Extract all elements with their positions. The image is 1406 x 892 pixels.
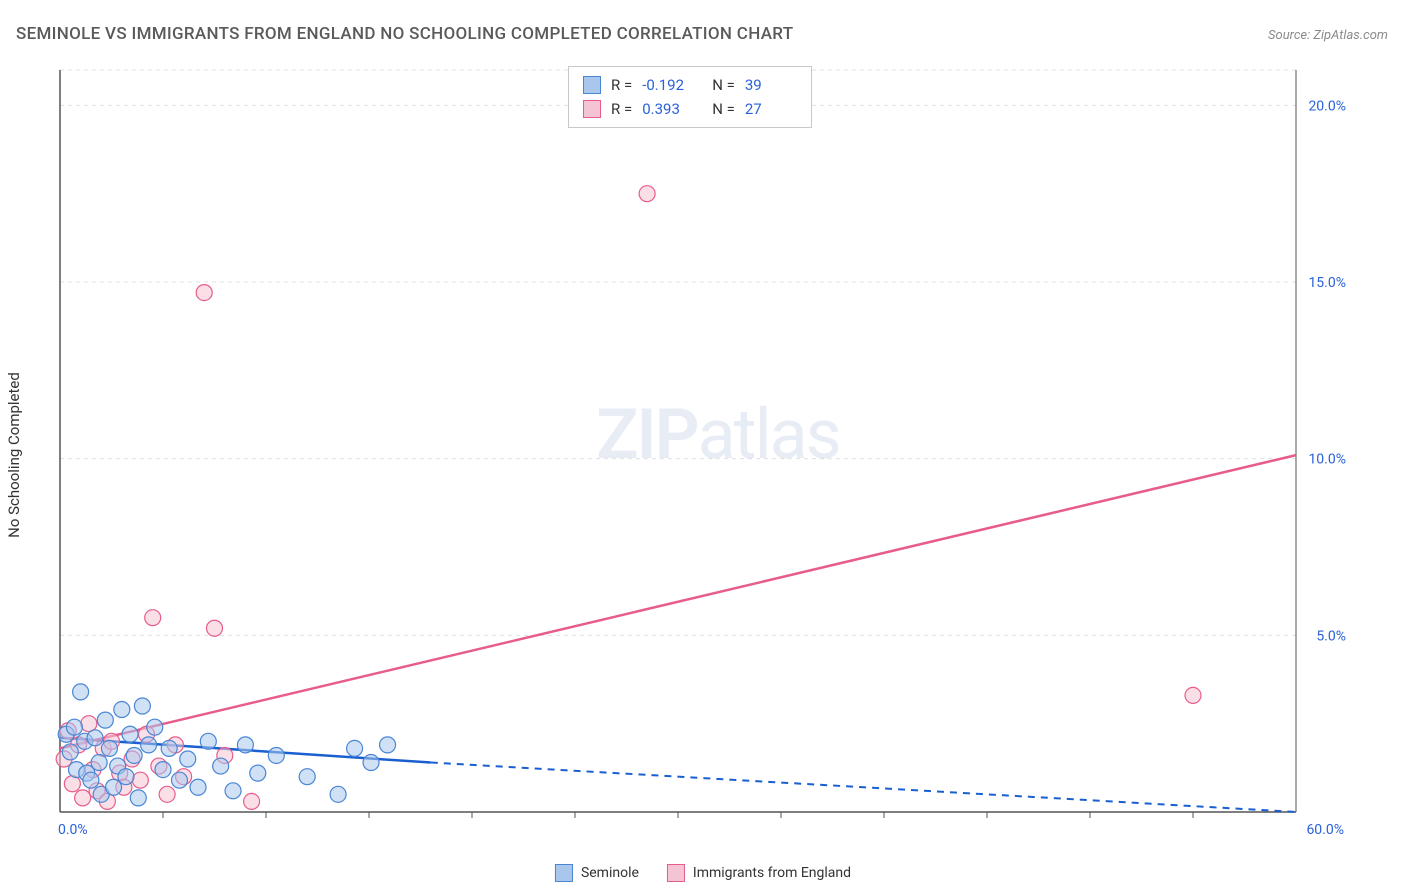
svg-text:60.0%: 60.0%	[1306, 822, 1344, 838]
legend-item: Seminole	[555, 864, 639, 882]
correlation-stat-box: R =-0.192N =39R =0.393N =27	[568, 66, 812, 128]
y-tick-label: 20.0%	[1308, 98, 1346, 114]
series-legend: Seminole Immigrants from England	[555, 864, 851, 882]
stat-row: R =0.393N =27	[583, 97, 797, 121]
svg-text:0.0%: 0.0%	[58, 822, 88, 838]
legend-item: Immigrants from England	[667, 864, 851, 882]
legend-label: Seminole	[581, 865, 639, 881]
y-tick-label: 10.0%	[1308, 452, 1346, 468]
chart-title: SEMINOLE VS IMMIGRANTS FROM ENGLAND NO S…	[16, 24, 793, 44]
y-tick-label: 5.0%	[1316, 628, 1346, 644]
y-axis-label: No Schooling Completed	[5, 372, 23, 538]
chart-container: SEMINOLE VS IMMIGRANTS FROM ENGLAND NO S…	[0, 0, 1406, 892]
scatter-plot-svg: 5.0% 10.0% 15.0% 20.0% 0.0% 60.0%	[50, 60, 1386, 842]
y-tick-label: 15.0%	[1308, 275, 1346, 291]
legend-label: Immigrants from England	[693, 865, 851, 881]
source-attribution: Source: ZipAtlas.com	[1268, 28, 1388, 43]
legend-swatch	[667, 864, 685, 882]
legend-swatch	[555, 864, 573, 882]
legend-swatch	[583, 76, 601, 94]
plot-area: 5.0%10.0%15.0%20.0%0.0%60.0% ZIPatlas R …	[50, 60, 1386, 842]
stat-row: R =-0.192N =39	[583, 73, 797, 97]
legend-swatch	[583, 100, 601, 118]
